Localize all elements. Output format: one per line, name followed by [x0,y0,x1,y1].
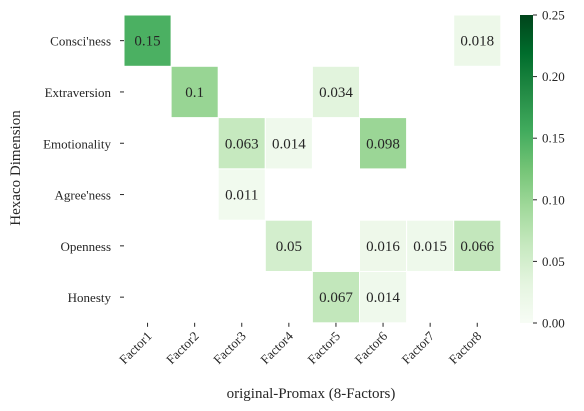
colorbar-tick-label: 0.00 [542,316,565,331]
heatmap-cell [123,14,172,67]
x-tick-label: Factor4 [257,328,296,367]
cell-value-label: 0.034 [319,85,353,101]
heatmap-cell [359,219,408,272]
colorbar-tick-label: 0.20 [542,69,565,84]
cell-value-label: 0.016 [366,239,400,255]
heatmap-cell [359,117,408,170]
heatmap-cell [359,271,408,324]
heatmap-cell [217,168,266,221]
cell-value-label: 0.063 [225,136,259,152]
y-tick-label: Consci'ness [50,34,111,49]
x-tick-label: Factor3 [210,328,249,367]
heatmap-cell [311,65,360,119]
x-tick-label: Factor1 [116,328,155,367]
cell-value-label: 0.067 [319,290,353,306]
x-tick-label: Factor6 [351,328,390,367]
x-tick-label: Factor5 [304,328,343,367]
y-axis-label: Hexaco Dimension [8,110,24,226]
cell-value-label: 0.018 [460,34,494,50]
y-tick-label: Honesty [68,290,112,305]
colorbar-tick-label: 0.15 [542,131,565,146]
x-tick-label: Factor2 [163,328,202,367]
cell-value-label: 0.014 [272,136,306,152]
cell-value-label: 0.015 [413,239,447,255]
x-tick-label: Factor7 [399,328,438,367]
x-tick-labels: Factor1 Factor2 Factor3 Factor4 Factor5 Facto… [116,322,485,367]
colorbar-tick-label: 0.10 [542,192,565,207]
cell-value-label: 0.066 [460,239,494,255]
heatmap-cell [453,219,502,272]
cell-value-label: 0.05 [276,239,302,255]
colorbar-tick-label: 0.25 [542,8,565,23]
cell-value-label: 0.1 [185,85,204,101]
x-axis-label: original-Promax (8-Factors) [227,386,396,402]
heatmap-cell [264,219,313,272]
heatmap-cell [170,65,219,119]
cell-value-label: 0.014 [366,290,400,306]
colorbar-ticks: 0.00 0.05 0.10 0.15 0.20 0.25 [533,8,565,331]
y-tick-label: Openness [60,239,111,254]
colorbar [520,15,533,323]
y-tick-labels: Consci'ness Extraversion Emotionality Agree… [43,34,124,305]
y-tick-label: Agree'ness [55,188,112,203]
colorbar-tick-label: 0.05 [542,254,565,269]
heatmap-cells [123,14,502,324]
cell-value-label: 0.011 [225,188,258,204]
heatmap-cell [264,117,313,170]
y-tick-label: Emotionality [43,136,111,151]
cell-value-labels: 0.15 0.018 0.1 0.034 0.063 0.014 0.098 0.011 0.0… [134,34,494,306]
cell-value-label: 0.15 [134,34,160,50]
cell-value-label: 0.098 [366,136,400,152]
x-tick-label: Factor8 [446,328,485,367]
heatmap-cell [453,14,502,67]
y-tick-label: Extraversion [45,85,112,100]
